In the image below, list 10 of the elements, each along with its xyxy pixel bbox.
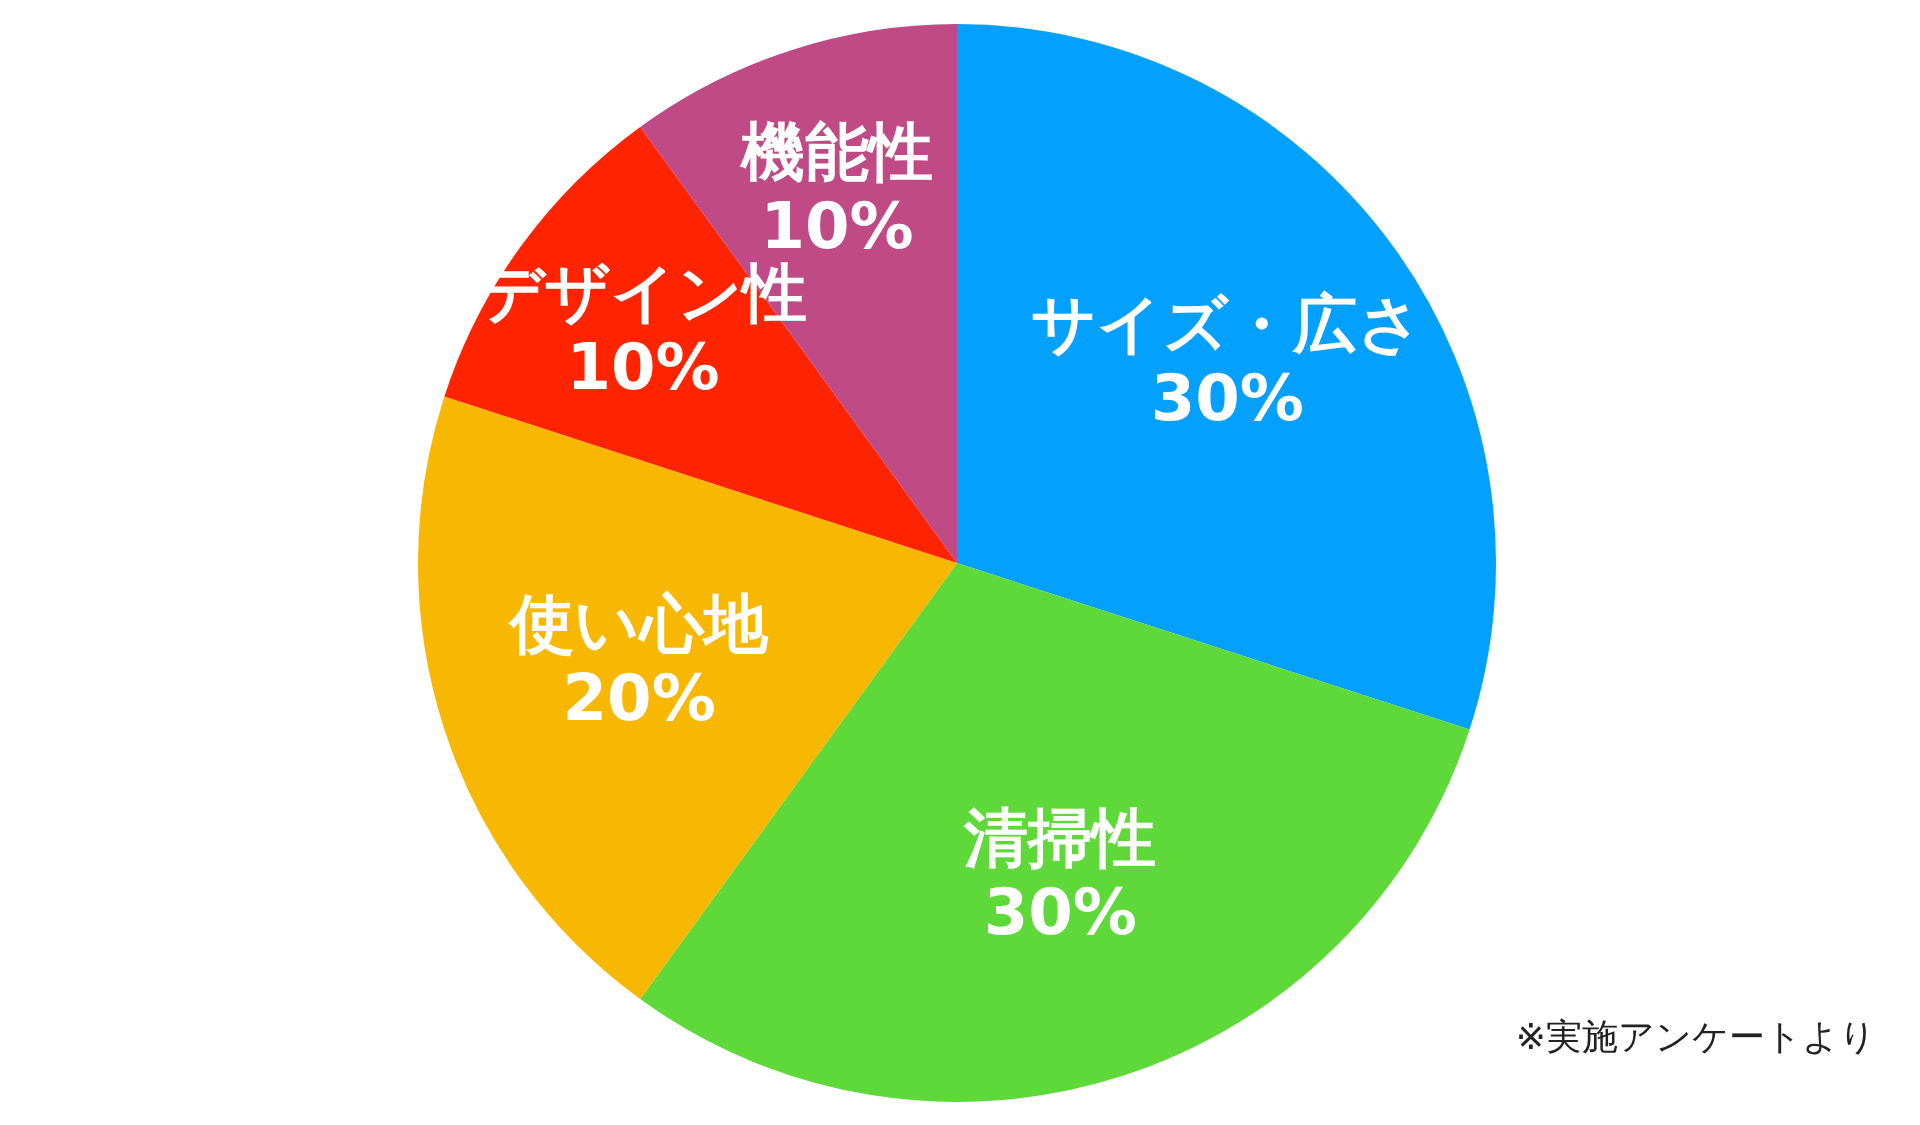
slice-label: 機能性 xyxy=(739,114,934,189)
text: ※実施アンケートより xyxy=(1515,1016,1876,1058)
slice-label: 使い心地 xyxy=(508,586,770,661)
slice-label: 清掃性 xyxy=(963,801,1157,876)
slice-label: サイズ・広さ xyxy=(1031,287,1424,362)
data-label: 10% xyxy=(566,329,720,404)
data-label: 30% xyxy=(983,875,1137,950)
data-label: 20% xyxy=(562,660,716,735)
data-label: 30% xyxy=(1150,361,1304,436)
data-label: 10% xyxy=(760,188,914,263)
